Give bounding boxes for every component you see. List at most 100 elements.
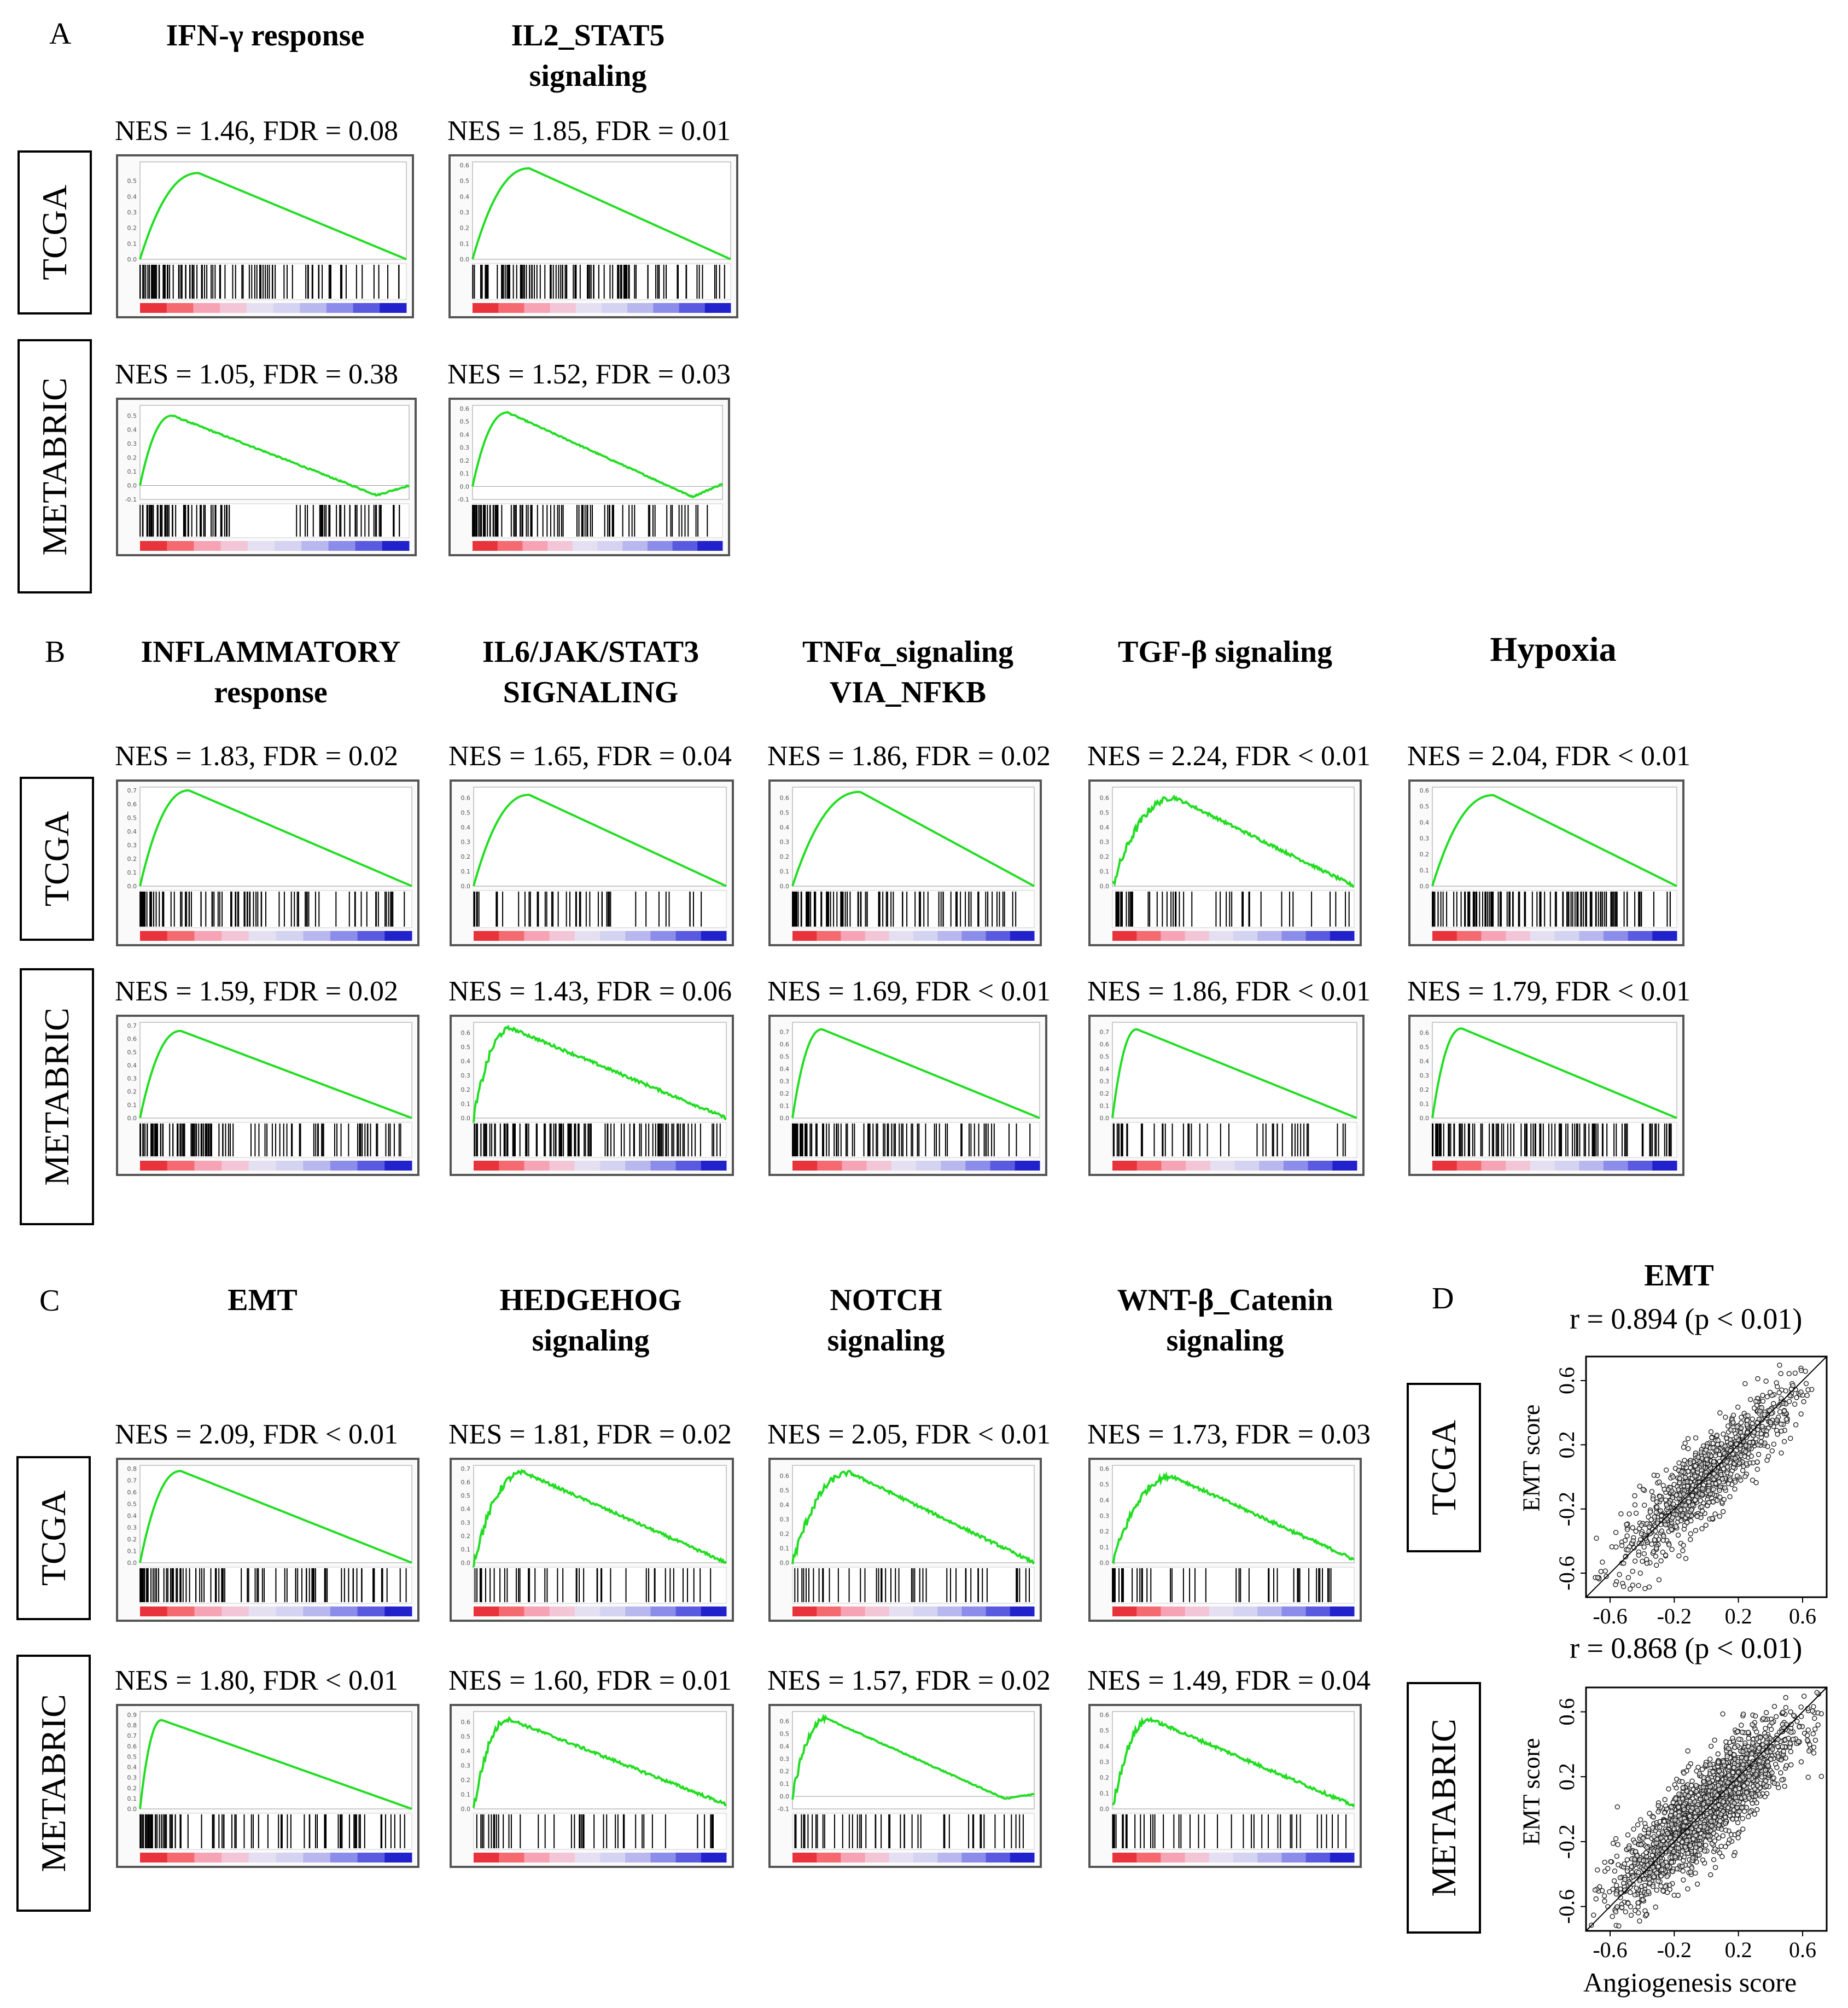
rank-color-bar: [1603, 1161, 1629, 1171]
rank-color-bar: [1579, 1161, 1604, 1171]
y-tick-label: 0.6: [127, 1743, 137, 1750]
rank-color-bar: [221, 1161, 249, 1171]
rank-color-bar: [1257, 931, 1282, 941]
rank-color-bar: [355, 541, 383, 551]
rank-color-bar: [602, 303, 628, 313]
scatter-point: [1795, 1739, 1801, 1744]
scatter-point: [1754, 1466, 1760, 1472]
scatter-point: [1690, 1855, 1696, 1861]
y-tick-label: 0.3: [127, 842, 137, 849]
scatter-point: [1658, 1873, 1664, 1879]
y-tick-label: 0.0: [127, 1559, 137, 1567]
y-tick-label: 0.4: [461, 1506, 471, 1513]
y-tick-label: 0.1: [127, 869, 137, 876]
scatter-point: [1625, 1832, 1631, 1838]
y-tick-label: 0.0: [461, 883, 471, 890]
gsea-svg: 0.7 0.6 0.5 0.4 0.3 0.2 0.1 0.0: [450, 1458, 734, 1622]
rank-color-bar: [499, 1161, 524, 1171]
scatter-point: [1743, 1443, 1748, 1448]
rank-color-bar: [276, 1161, 304, 1171]
rank-color-bar: [328, 541, 356, 551]
rank-color-bar: [1456, 1161, 1482, 1171]
rank-color-bar: [166, 303, 194, 313]
scatter-point: [1627, 1586, 1633, 1592]
scatter-point: [1792, 1401, 1798, 1407]
scatter-point: [1753, 1713, 1758, 1719]
scatter-point: [1775, 1431, 1780, 1437]
scatter-point: [1672, 1782, 1677, 1788]
scatter-point: [1684, 1479, 1690, 1485]
y-tick-label: 0.1: [1100, 1544, 1110, 1551]
scatter-point: [1625, 1547, 1631, 1553]
es-plot-area: [139, 787, 412, 887]
rank-color-bar: [937, 931, 962, 941]
rank-color-bar: [1010, 1607, 1035, 1616]
scatter-point: [1681, 1858, 1686, 1863]
row-label-tcga: TCGA: [16, 1456, 91, 1620]
scatter-point: [1753, 1480, 1759, 1486]
y-tick-label: 0.6: [460, 405, 470, 412]
scatter-point: [1693, 1870, 1698, 1876]
y-tick-label: 0.3: [1100, 1078, 1110, 1085]
y-tick-label: 0.3: [127, 1075, 137, 1082]
scatter-point: [1710, 1445, 1716, 1451]
scatter-point: [1647, 1509, 1653, 1515]
scatter-point: [1609, 1544, 1614, 1550]
scatter-point: [1613, 1529, 1619, 1535]
y-tick-label: 0.5: [780, 809, 790, 816]
scatter-point: [1662, 1797, 1668, 1802]
y-tick-label: 0.4: [127, 426, 137, 433]
scatter-point: [1655, 1803, 1661, 1808]
scatter-point: [1699, 1766, 1705, 1772]
y-tick-label: 0.3: [127, 440, 137, 447]
scatter-point: [1679, 1469, 1685, 1475]
rank-color-bar: [522, 541, 548, 551]
scatter-point: [1746, 1814, 1751, 1819]
rank-color-bar: [549, 1853, 575, 1863]
scatter-point: [1810, 1708, 1815, 1714]
y-tick-label: 0.5: [461, 1492, 471, 1499]
scatter-point: [1694, 1514, 1700, 1519]
gene-set-title: TNFα_signaling VIA_NFKB: [802, 635, 1013, 709]
scatter-point: [1779, 1428, 1784, 1434]
scatter-point: [1818, 1773, 1824, 1779]
y-tick-label: 0.6: [127, 1035, 137, 1043]
rank-color-bar: [547, 541, 573, 551]
y-tick-label: 0.6: [461, 1719, 471, 1726]
gsea-svg: 0.7 0.6 0.5 0.4 0.3 0.2 0.1 0.0: [116, 779, 419, 946]
scatter-point: [1662, 1884, 1668, 1889]
rank-color-bar: [357, 1161, 385, 1171]
y-tick-label: -0.1: [458, 496, 469, 503]
scatter-point: [1613, 1891, 1619, 1897]
rank-color-bar: [889, 1607, 914, 1616]
scatter-point: [1637, 1570, 1643, 1576]
es-plot-area: [473, 1711, 727, 1809]
scatter-point: [1717, 1494, 1723, 1500]
row-label-metabric: METABRIC: [16, 1655, 91, 1912]
hit-area: [1112, 1122, 1357, 1158]
enrichment-score-line: [473, 1715, 727, 1808]
rank-color-bar: [916, 1161, 941, 1171]
scatter-point: [1670, 1800, 1676, 1805]
scatter-point: [1763, 1726, 1768, 1731]
scatter-point: [1681, 1491, 1687, 1497]
y-tick-label: 0.4: [127, 1512, 137, 1520]
rank-color-bar: [1530, 1161, 1555, 1171]
scatter-point: [1807, 1742, 1812, 1748]
y-tick-label: 0.5: [780, 1730, 790, 1737]
rank-color-bar: [574, 1853, 601, 1863]
scatter-point: [1752, 1811, 1757, 1817]
rank-color-bar: [247, 541, 275, 551]
y-tick-label: 0.3: [127, 209, 137, 216]
nes-fdr-label: NES = 1.86, FDR = 0.02: [767, 741, 1051, 772]
x-axis-label: Angiogenesis score: [1583, 1967, 1797, 1998]
rank-color-bar: [792, 1853, 817, 1863]
scatter-point: [1756, 1452, 1762, 1457]
scatter-point: [1610, 1841, 1616, 1846]
scatter-point: [1637, 1918, 1642, 1924]
scatter-point: [1677, 1475, 1683, 1481]
scatter-point: [1696, 1483, 1701, 1488]
gene-set-title: IL2_STAT5 signaling: [511, 19, 665, 93]
scatter-point: [1695, 1454, 1701, 1460]
rank-color-bar: [1161, 1853, 1186, 1863]
